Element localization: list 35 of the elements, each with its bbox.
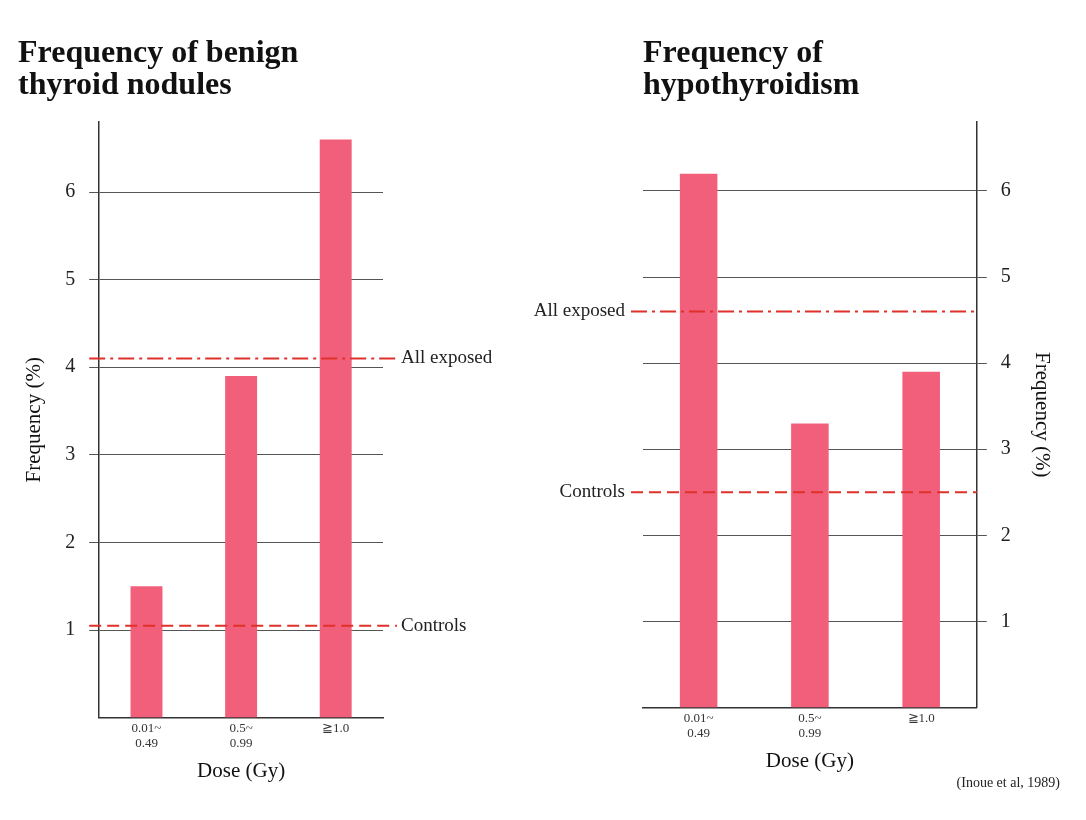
y-tick-label: 3: [65, 442, 76, 465]
bar: [130, 586, 163, 718]
y-tick-label: 5: [65, 266, 76, 289]
chart-title: Frequency of benign thyroid nodules: [18, 33, 299, 102]
x-tick-label: 0.01~0.49: [131, 719, 162, 751]
y-axis-title: Frequency (%): [1030, 352, 1055, 478]
chart-title: Frequency of hypothyroidism: [643, 33, 860, 102]
ref-line-label: Controls: [401, 613, 467, 635]
x-tick-label: 0.5~0.99: [798, 709, 822, 741]
x-axis-title: Dose (Gy): [765, 747, 854, 772]
y-tick-label: 6: [1000, 178, 1011, 201]
ref-line-label: All exposed: [533, 299, 626, 321]
x-axis-title: Dose (Gy): [197, 757, 286, 782]
x-tick-label: ≧1.0: [322, 719, 350, 735]
bar: [791, 423, 829, 708]
y-tick-label: 4: [65, 354, 76, 377]
bar: [319, 139, 352, 718]
bar: [679, 173, 718, 708]
y-tick-label: 3: [1000, 436, 1011, 459]
y-tick-label: 5: [1000, 264, 1011, 287]
ref-line-label: Controls: [559, 480, 625, 502]
y-tick-label: 2: [1000, 522, 1011, 545]
y-axis-title: Frequency (%): [21, 357, 46, 483]
y-tick-label: 4: [1000, 350, 1011, 373]
x-tick-label: 0.01~0.49: [683, 709, 714, 741]
text: (Inoue et al, 1989): [956, 774, 1061, 791]
ref-line-label: All exposed: [401, 346, 493, 368]
bar: [902, 371, 940, 708]
y-tick-label: 6: [65, 179, 76, 202]
x-tick-label: ≧1.0: [907, 709, 935, 725]
y-tick-label: 2: [65, 529, 76, 552]
y-tick-label: 1: [1000, 608, 1011, 631]
bar: [225, 376, 258, 718]
x-tick-label: 0.5~0.99: [229, 719, 253, 751]
y-tick-label: 1: [65, 617, 76, 640]
